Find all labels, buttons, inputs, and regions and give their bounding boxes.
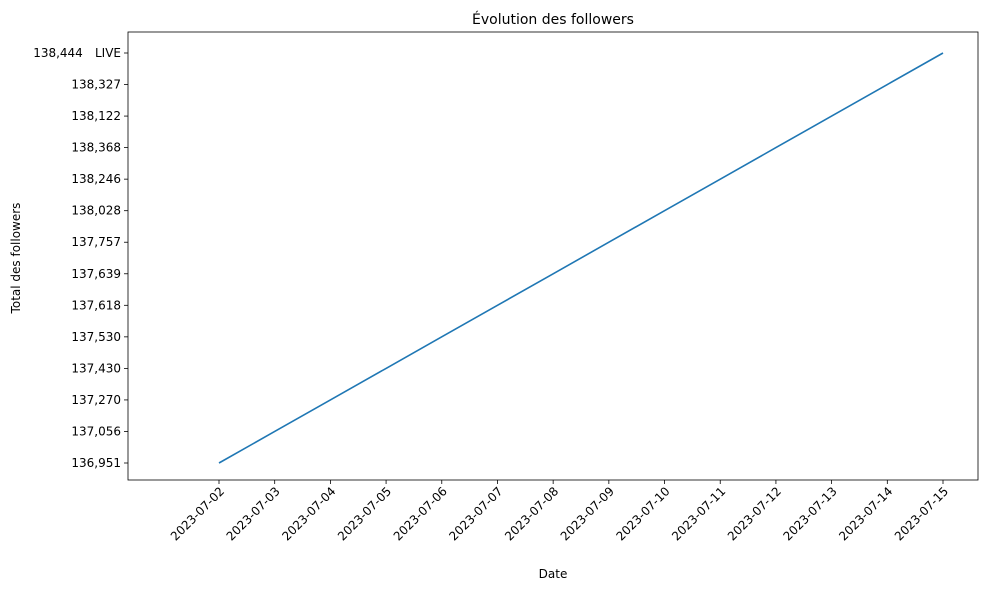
- y-tick-label: 138,368: [71, 141, 121, 155]
- y-tick-label: 137,056: [71, 424, 121, 438]
- chart-title: Évolution des followers: [472, 11, 634, 28]
- y-tick-label: 137,618: [71, 298, 121, 312]
- y-tick-label: 137,757: [71, 235, 121, 249]
- y-tick-label: 138,122: [71, 109, 121, 123]
- y-tick-label: 138,327: [71, 78, 121, 92]
- y-tick-label: 138,246: [71, 172, 121, 186]
- annotation: 138,444: [33, 46, 83, 60]
- y-axis-label: Total des followers: [9, 203, 23, 315]
- y-tick-label: 136,951: [71, 456, 121, 470]
- y-tick-label: LIVE: [95, 46, 121, 60]
- y-tick-label: 137,639: [71, 267, 121, 281]
- y-tick-label: 137,430: [71, 361, 121, 375]
- line: [218, 52, 944, 464]
- y-tick-label: 137,530: [71, 330, 121, 344]
- y-tick-label: 137,270: [71, 393, 121, 407]
- y-tick-label: 138,028: [71, 204, 121, 218]
- x-axis-label: Date: [539, 567, 568, 581]
